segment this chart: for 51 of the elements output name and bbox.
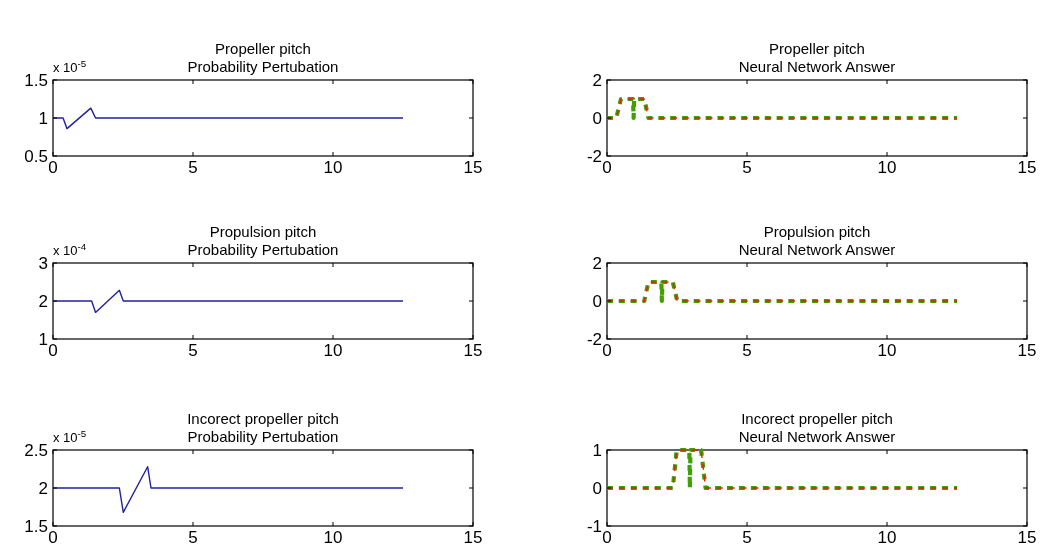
chart-subtitle: Neural Network Answer bbox=[738, 428, 896, 445]
y-tick-label: 1.5 bbox=[24, 516, 48, 536]
chart-subtitle: Neural Network Answer bbox=[738, 241, 896, 258]
chart-subtitle: Probability Pertubation bbox=[187, 241, 339, 258]
y-tick-label: 2.5 bbox=[24, 440, 48, 460]
x-tick-label: 15 bbox=[1017, 158, 1037, 177]
chart-title: Propulsion pitch bbox=[763, 223, 871, 240]
text: x 10$^{-5}$ bbox=[53, 57, 87, 75]
x-tick-label: 10 bbox=[323, 528, 343, 547]
text: x 10$^{-4}$ bbox=[53, 240, 87, 258]
x-tick-label: 5 bbox=[742, 341, 752, 360]
y-tick-label: 2 bbox=[38, 478, 48, 498]
text: x 10$^{-5}$ bbox=[53, 427, 87, 445]
x-tick-label: 15 bbox=[1017, 341, 1037, 360]
y-tick-label: -2 bbox=[586, 146, 602, 166]
y-tick-label: 1 bbox=[38, 329, 48, 349]
x-tick-label: 15 bbox=[463, 341, 483, 360]
chart-title: Propeller pitch bbox=[769, 40, 865, 57]
y-tick-label: 1 bbox=[38, 108, 48, 128]
chart-title: Propeller pitch bbox=[215, 40, 311, 57]
y-tick-label: -1 bbox=[586, 516, 602, 536]
x-tick-label: 10 bbox=[877, 341, 897, 360]
y-tick-label: 2 bbox=[38, 291, 48, 311]
chart-subtitle: Probability Pertubation bbox=[187, 428, 339, 445]
x-tick-label: 15 bbox=[463, 528, 483, 547]
y-tick-label: 0 bbox=[592, 291, 602, 311]
chart-subtitle: Neural Network Answer bbox=[738, 58, 896, 75]
y-tick-label: 0 bbox=[592, 108, 602, 128]
x-tick-label: 5 bbox=[188, 528, 198, 547]
x-tick-label: 15 bbox=[463, 158, 483, 177]
y-tick-label: 3 bbox=[38, 253, 48, 273]
y-tick-label: 1 bbox=[592, 440, 602, 460]
x-tick-label: 10 bbox=[877, 158, 897, 177]
x-tick-label: 10 bbox=[877, 528, 897, 547]
chart-title: Propulsion pitch bbox=[209, 223, 317, 240]
y-tick-label: 0.5 bbox=[24, 146, 48, 166]
x-tick-label: 10 bbox=[323, 158, 343, 177]
y-tick-label: 2 bbox=[592, 70, 602, 90]
x-tick-label: 5 bbox=[188, 158, 198, 177]
x-tick-label: 5 bbox=[188, 341, 198, 360]
y-tick-label: 0 bbox=[592, 478, 602, 498]
chart-subtitle: Probability Pertubation bbox=[187, 58, 339, 75]
x-tick-label: 15 bbox=[1017, 528, 1037, 547]
chart-title: Incorect propeller pitch bbox=[187, 410, 339, 427]
x-tick-label: 5 bbox=[742, 158, 752, 177]
chart-title: Incorect propeller pitch bbox=[741, 410, 893, 427]
x-tick-label: 10 bbox=[323, 341, 343, 360]
y-tick-label: -2 bbox=[586, 329, 602, 349]
y-tick-label: 2 bbox=[592, 253, 602, 273]
x-tick-label: 5 bbox=[742, 528, 752, 547]
y-tick-label: 1.5 bbox=[24, 70, 48, 90]
